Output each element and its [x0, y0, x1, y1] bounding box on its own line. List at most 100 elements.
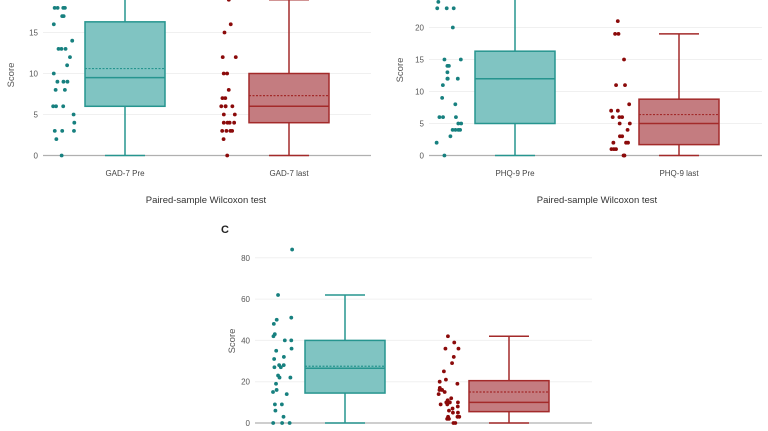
data-point [456, 346, 461, 351]
data-point [450, 127, 455, 132]
category-label: PHQ-9 last [659, 169, 699, 178]
data-point [274, 381, 278, 386]
data-point [62, 6, 67, 10]
data-point [62, 88, 67, 92]
data-point [59, 47, 64, 51]
data-point [279, 402, 284, 407]
data-point [274, 388, 279, 392]
data-point [71, 112, 76, 117]
data-point [51, 22, 56, 27]
data-point [287, 421, 292, 425]
y-tick-label: 10 [415, 88, 424, 97]
data-point [224, 129, 229, 133]
data-point [61, 79, 66, 84]
data-point [288, 375, 293, 380]
iqr-box [84, 21, 166, 108]
data-point [447, 416, 451, 421]
data-point [281, 363, 286, 368]
data-point [53, 88, 58, 92]
y-tick-label: 40 [241, 336, 250, 345]
data-point [453, 102, 458, 107]
data-point [450, 25, 455, 30]
box-pre: PHQ-9 Pre [434, 0, 556, 178]
category-label: PHQ-9 Pre [495, 169, 535, 178]
data-point [223, 96, 228, 100]
data-point [52, 6, 57, 10]
data-point [454, 115, 458, 119]
data-point [622, 57, 626, 62]
data-point [225, 153, 230, 158]
y-tick-label: 20 [415, 24, 424, 33]
data-point [456, 121, 461, 126]
data-point [437, 115, 442, 119]
iqr-box [474, 50, 556, 125]
iqr-box [468, 379, 550, 413]
data-point [612, 147, 616, 152]
data-point [447, 408, 451, 413]
data-point [230, 104, 235, 109]
data-point [437, 379, 442, 384]
data-point [445, 76, 450, 81]
y-axis-title: Score [395, 58, 406, 83]
data-point [436, 392, 441, 396]
data-point [451, 355, 456, 359]
y-tick-label: 15 [29, 29, 38, 38]
data-point [228, 22, 233, 27]
y-axis-title: Score [6, 63, 17, 88]
data-point [458, 57, 463, 62]
data-point [452, 340, 457, 345]
data-point [221, 71, 226, 76]
data-point [68, 55, 72, 59]
box-pre [271, 247, 386, 425]
data-point [450, 406, 455, 411]
data-point [289, 338, 294, 343]
data-point [449, 396, 454, 401]
data-point [453, 421, 458, 425]
data-point [434, 140, 439, 145]
data-point [290, 247, 295, 252]
data-point [61, 104, 66, 109]
category-label: GAD-7 Pre [105, 169, 145, 178]
data-point [276, 293, 280, 297]
data-point [54, 104, 58, 109]
data-point [445, 402, 450, 407]
data-point [456, 400, 460, 405]
category-label: GAD-7 last [269, 169, 309, 178]
y-tick-label: 20 [241, 378, 250, 387]
data-point [219, 104, 224, 109]
data-point [609, 108, 614, 113]
data-point [448, 134, 453, 139]
data-point [281, 414, 286, 419]
data-point [72, 120, 77, 125]
data-point [65, 79, 70, 84]
data-point [614, 83, 618, 87]
data-point [61, 14, 66, 18]
data-point [70, 38, 75, 43]
data-point [626, 140, 630, 145]
data-point [55, 79, 60, 84]
data-point [55, 6, 60, 10]
data-point [220, 129, 225, 133]
data-point [280, 421, 285, 425]
data-point [277, 375, 282, 380]
data-point [610, 115, 615, 119]
data-point [274, 317, 279, 322]
data-point [284, 392, 289, 396]
y-tick-label: 15 [415, 56, 424, 65]
y-axis-title: Score [227, 329, 238, 354]
data-point [615, 19, 620, 23]
data-point [232, 112, 237, 117]
data-point [51, 71, 56, 76]
data-point [617, 121, 622, 126]
panel-label: C [221, 224, 229, 236]
data-point [222, 30, 227, 35]
y-tick-label: 0 [420, 152, 425, 161]
data-point [443, 346, 448, 351]
data-point [440, 96, 445, 100]
y-tick-label: 0 [246, 419, 251, 428]
data-point [453, 127, 458, 132]
data-point [52, 129, 57, 133]
data-point [272, 365, 277, 370]
data-point [617, 115, 622, 119]
data-point [221, 120, 226, 125]
